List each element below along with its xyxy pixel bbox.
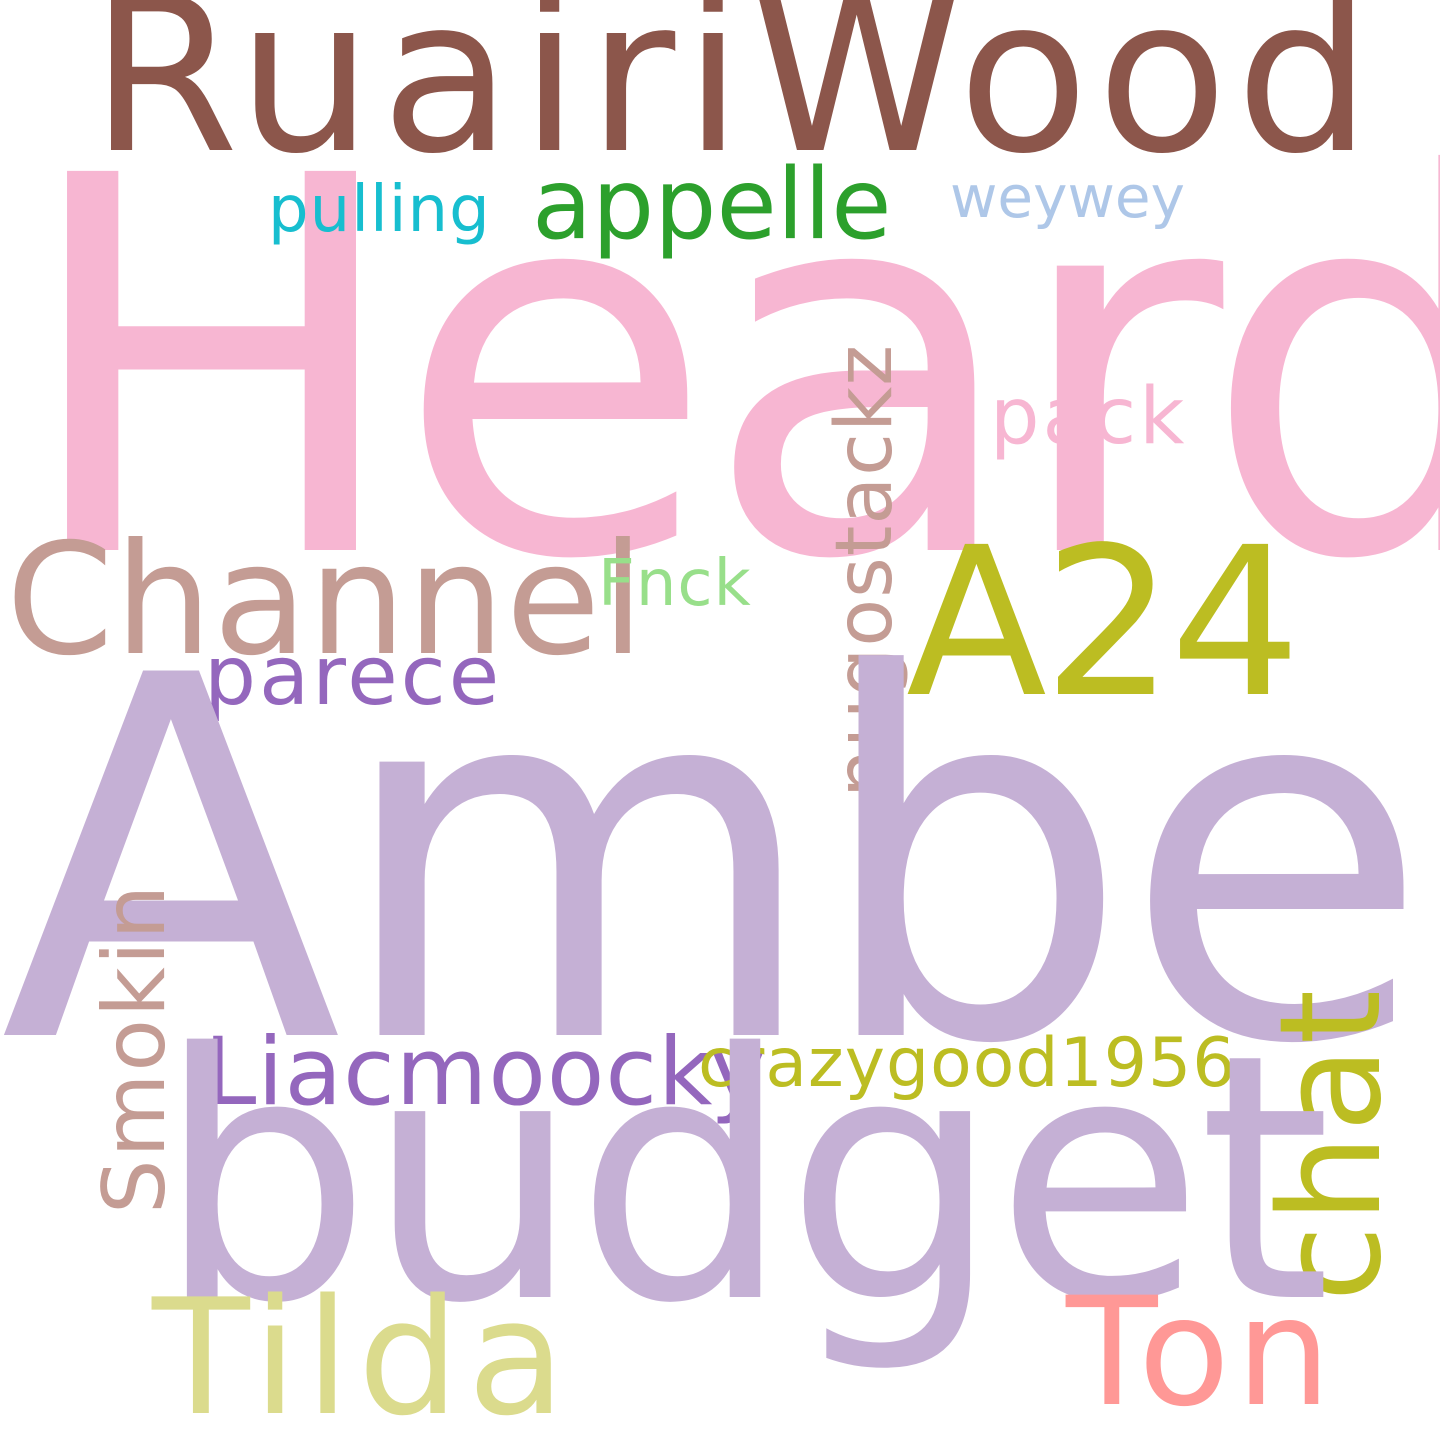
word-pulling: pulling xyxy=(268,173,491,247)
word-appelle: appelle xyxy=(532,148,892,262)
word-heard: Heard xyxy=(16,67,1440,673)
word-ton: Ton xyxy=(1066,1266,1337,1440)
word-fnck: Fnck xyxy=(598,547,752,621)
word-liacmoocky: Liacmoocky xyxy=(204,1018,767,1127)
word-crazygood1956: crazygood1956 xyxy=(698,1024,1237,1103)
word-parece: parece xyxy=(204,629,503,724)
word-budget: budget xyxy=(156,982,1331,1378)
word-a24: A24 xyxy=(906,503,1301,743)
word-amber: Amber xyxy=(0,571,1440,1153)
word-weywey: weywey xyxy=(950,163,1185,231)
word-pack: pack xyxy=(990,372,1188,462)
word-channel: Channel xyxy=(6,511,646,690)
word-tilda: Tilda xyxy=(152,1264,574,1440)
word-ruairiwood: RuairiWood xyxy=(90,0,1380,201)
